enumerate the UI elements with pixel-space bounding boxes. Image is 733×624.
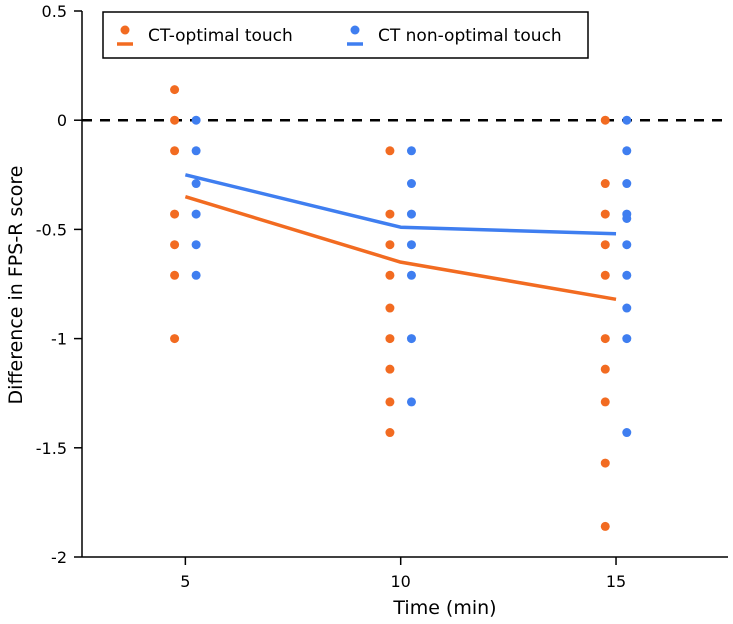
data-point: [170, 115, 180, 125]
data-point: [600, 334, 610, 344]
legend: CT-optimal touch CT non-optimal touch: [102, 11, 589, 59]
data-point: [622, 179, 632, 189]
data-point: [385, 146, 395, 156]
x-tick-label: 10: [391, 572, 411, 591]
series-layer: [170, 85, 632, 531]
data-point: [406, 209, 416, 219]
data-point: [600, 521, 610, 531]
data-point: [600, 458, 610, 468]
data-point: [622, 146, 632, 156]
legend-marker-ct-optimal: [120, 25, 130, 35]
legend-label-ct-non-optimal: CT non-optimal touch: [378, 26, 562, 46]
data-point: [600, 179, 610, 189]
data-point: [170, 85, 180, 95]
y-axis-label: Difference in FPS-R score: [5, 166, 27, 405]
data-point: [191, 209, 201, 219]
data-point: [600, 270, 610, 280]
data-point: [622, 240, 632, 250]
data-point: [406, 240, 416, 250]
y-tick-label: -2: [51, 548, 67, 567]
data-point: [600, 397, 610, 407]
data-point: [170, 146, 180, 156]
data-point: [622, 303, 632, 313]
data-point: [600, 364, 610, 374]
data-point: [600, 209, 610, 219]
data-point: [406, 270, 416, 280]
legend-box: [102, 11, 589, 59]
series-1: [170, 85, 617, 531]
data-point: [191, 146, 201, 156]
series-mean-line: [184, 173, 617, 236]
data-point: [170, 270, 180, 280]
y-tick-label: 0: [57, 111, 67, 130]
legend-label-ct-optimal: CT-optimal touch: [148, 26, 293, 46]
data-point: [385, 240, 395, 250]
data-point: [170, 334, 180, 344]
data-point: [170, 240, 180, 250]
data-point: [191, 270, 201, 280]
x-axis-label: Time (min): [392, 597, 496, 619]
data-point: [600, 240, 610, 250]
data-point: [385, 334, 395, 344]
data-point: [622, 213, 632, 223]
data-point: [191, 240, 201, 250]
data-point: [622, 270, 632, 280]
data-point: [191, 179, 201, 189]
data-point: [385, 428, 395, 438]
legend-marker-ct-non-optimal: [350, 25, 360, 35]
y-tick-label: -1.5: [36, 439, 67, 458]
x-tick-label: 15: [606, 572, 626, 591]
y-tick-label: -0.5: [36, 220, 67, 239]
data-point: [622, 334, 632, 344]
data-point: [406, 179, 416, 189]
data-point: [385, 209, 395, 219]
y-tick-label: 0.5: [42, 2, 67, 21]
data-point: [600, 115, 610, 125]
data-point: [170, 209, 180, 219]
axes: 5 10 15 -2 -1.5 -1 -0.5 0 0.5: [36, 2, 728, 591]
data-point: [385, 303, 395, 313]
data-point: [406, 146, 416, 156]
data-point: [385, 364, 395, 374]
data-point: [622, 115, 632, 125]
data-point: [622, 428, 632, 438]
data-point: [406, 397, 416, 407]
series-mean-line: [184, 194, 617, 302]
x-tick-label: 5: [180, 572, 190, 591]
series-2: [184, 115, 632, 438]
data-point: [406, 334, 416, 344]
y-ticks: -2 -1.5 -1 -0.5 0 0.5: [36, 2, 82, 567]
data-point: [385, 270, 395, 280]
data-point: [191, 115, 201, 125]
data-point: [385, 397, 395, 407]
x-ticks: 5 10 15: [180, 557, 626, 591]
y-tick-label: -1: [51, 330, 67, 349]
